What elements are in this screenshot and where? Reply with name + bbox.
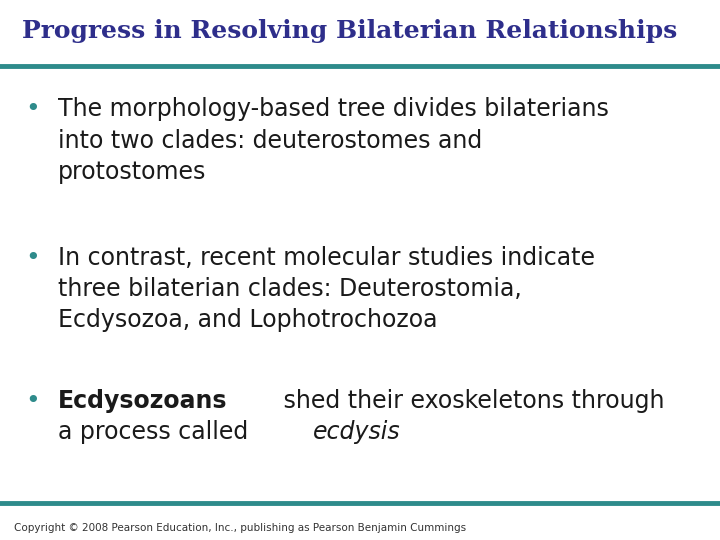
Text: ecdysis: ecdysis [312, 420, 400, 444]
Text: three bilaterian clades: Deuterostomia,: three bilaterian clades: Deuterostomia, [58, 277, 521, 301]
Text: The morphology-based tree divides bilaterians: The morphology-based tree divides bilate… [58, 97, 608, 121]
Text: shed their exoskeletons through: shed their exoskeletons through [276, 389, 665, 413]
Text: Progress in Resolving Bilaterian Relationships: Progress in Resolving Bilaterian Relatio… [22, 19, 677, 43]
Text: •: • [25, 389, 40, 413]
Text: Ecdysozoa, and Lophotrochozoa: Ecdysozoa, and Lophotrochozoa [58, 308, 437, 332]
Text: •: • [25, 246, 40, 269]
Text: •: • [25, 97, 40, 121]
Text: In contrast, recent molecular studies indicate: In contrast, recent molecular studies in… [58, 246, 595, 269]
Text: a process called: a process called [58, 420, 256, 444]
Text: Ecdysozoans: Ecdysozoans [58, 389, 227, 413]
Text: protostomes: protostomes [58, 160, 206, 184]
Text: into two clades: deuterostomes and: into two clades: deuterostomes and [58, 129, 482, 152]
Text: Copyright © 2008 Pearson Education, Inc., publishing as Pearson Benjamin Cumming: Copyright © 2008 Pearson Education, Inc.… [14, 523, 467, 533]
